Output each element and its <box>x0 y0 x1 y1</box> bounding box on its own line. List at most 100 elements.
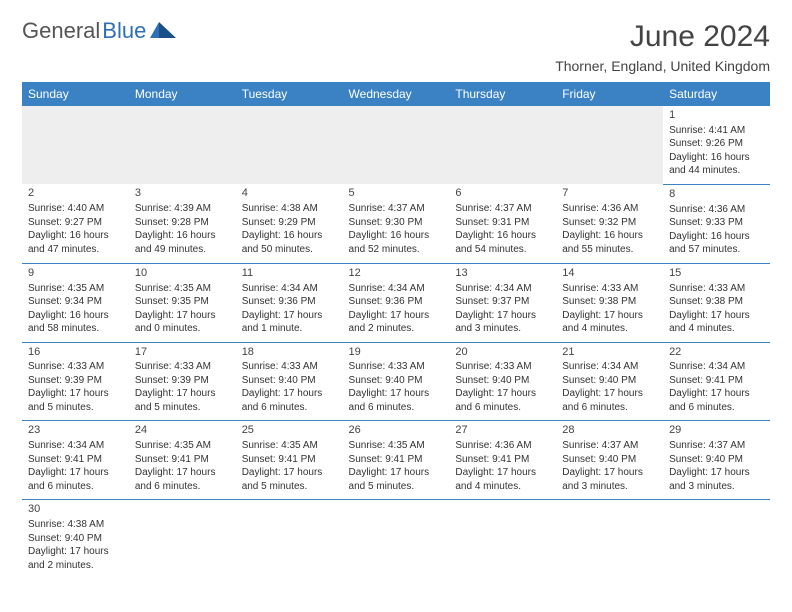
daylight-2: and 57 minutes. <box>669 244 740 255</box>
sunset: Sunset: 9:39 PM <box>28 375 102 386</box>
daylight-1: Daylight: 16 hours <box>28 230 109 241</box>
sunrise: Sunrise: 4:41 AM <box>669 125 745 136</box>
daylight-2: and 47 minutes. <box>28 244 99 255</box>
daylight-1: Daylight: 16 hours <box>562 230 643 241</box>
sunset: Sunset: 9:40 PM <box>242 375 316 386</box>
sunrise: Sunrise: 4:37 AM <box>455 203 531 214</box>
daylight-1: Daylight: 16 hours <box>242 230 323 241</box>
daylight-2: and 2 minutes. <box>349 323 415 334</box>
day-cell: 17Sunrise: 4:33 AMSunset: 9:39 PMDayligh… <box>129 342 236 421</box>
daylight-1: Daylight: 17 hours <box>135 467 216 478</box>
day-number: 1 <box>669 108 764 123</box>
day-cell: 19Sunrise: 4:33 AMSunset: 9:40 PMDayligh… <box>343 342 450 421</box>
daylight-1: Daylight: 17 hours <box>349 388 430 399</box>
sunset: Sunset: 9:40 PM <box>28 533 102 544</box>
day-cell: 22Sunrise: 4:34 AMSunset: 9:41 PMDayligh… <box>663 342 770 421</box>
daylight-1: Daylight: 17 hours <box>28 467 109 478</box>
sunrise: Sunrise: 4:33 AM <box>28 361 104 372</box>
sunset: Sunset: 9:28 PM <box>135 217 209 228</box>
day-number: 28 <box>562 423 657 438</box>
blank-cell <box>129 106 236 184</box>
daylight-2: and 52 minutes. <box>349 244 420 255</box>
day-cell: 1 Sunrise: 4:41 AM Sunset: 9:26 PM Dayli… <box>663 106 770 184</box>
daylight-2: and 6 minutes. <box>349 402 415 413</box>
sunrise: Sunrise: 4:40 AM <box>28 203 104 214</box>
weekday-saturday: Saturday <box>663 82 770 106</box>
blank-cell <box>449 500 556 578</box>
daylight-1: Daylight: 17 hours <box>28 388 109 399</box>
sunset: Sunset: 9:40 PM <box>562 454 636 465</box>
weekday-thursday: Thursday <box>449 82 556 106</box>
weekday-header-row: Sunday Monday Tuesday Wednesday Thursday… <box>22 82 770 106</box>
daylight-2: and 5 minutes. <box>349 481 415 492</box>
day-cell: 29Sunrise: 4:37 AMSunset: 9:40 PMDayligh… <box>663 421 770 500</box>
sunset: Sunset: 9:40 PM <box>455 375 529 386</box>
daylight-2: and 4 minutes. <box>562 323 628 334</box>
daylight-2: and 55 minutes. <box>562 244 633 255</box>
calendar-row: 30Sunrise: 4:38 AMSunset: 9:40 PMDayligh… <box>22 500 770 578</box>
calendar-row: 23 Sunrise: 4:34 AM Sunset: 9:41 PM Dayligh… <box>22 421 770 500</box>
sunrise: Sunrise: 4:34 AM <box>242 283 318 294</box>
day-cell: 28Sunrise: 4:37 AMSunset: 9:40 PMDayligh… <box>556 421 663 500</box>
day-cell: 7Sunrise: 4:36 AMSunset: 9:32 PMDaylight… <box>556 184 663 263</box>
daylight-2: and 54 minutes. <box>455 244 526 255</box>
day-cell: 18Sunrise: 4:33 AMSunset: 9:40 PMDayligh… <box>236 342 343 421</box>
blank-cell <box>556 500 663 578</box>
day-cell: 10Sunrise: 4:35 AMSunset: 9:35 PMDayligh… <box>129 263 236 342</box>
day-number: 29 <box>669 423 764 438</box>
day-cell: 15Sunrise: 4:33 AMSunset: 9:38 PMDayligh… <box>663 263 770 342</box>
sunset: Sunset: 9:41 PM <box>455 454 529 465</box>
daylight-2: and 1 minute. <box>242 323 303 334</box>
sunset: Sunset: 9:36 PM <box>349 296 423 307</box>
sunrise: Sunrise: 4:34 AM <box>669 361 745 372</box>
day-cell: 4Sunrise: 4:38 AMSunset: 9:29 PMDaylight… <box>236 184 343 263</box>
daylight-1: Daylight: 17 hours <box>242 388 323 399</box>
daylight-2: and 5 minutes. <box>28 402 94 413</box>
daylight-1: Daylight: 16 hours <box>455 230 536 241</box>
sunrise: Sunrise: 4:36 AM <box>562 203 638 214</box>
day-cell: 12Sunrise: 4:34 AMSunset: 9:36 PMDayligh… <box>343 263 450 342</box>
header: GeneralBlue June 2024 Thorner, England, … <box>22 20 770 74</box>
day-cell: 9Sunrise: 4:35 AMSunset: 9:34 PMDaylight… <box>22 263 129 342</box>
day-number: 22 <box>669 345 764 360</box>
weekday-tuesday: Tuesday <box>236 82 343 106</box>
daylight-1: Daylight: 17 hours <box>455 467 536 478</box>
daylight-1: Daylight: 17 hours <box>562 388 643 399</box>
day-number: 8 <box>669 187 764 202</box>
weekday-wednesday: Wednesday <box>343 82 450 106</box>
day-number: 23 <box>28 423 123 438</box>
day-cell: 26Sunrise: 4:35 AMSunset: 9:41 PMDayligh… <box>343 421 450 500</box>
day-cell: 24Sunrise: 4:35 AMSunset: 9:41 PMDayligh… <box>129 421 236 500</box>
sunset: Sunset: 9:34 PM <box>28 296 102 307</box>
daylight-1: Daylight: 17 hours <box>669 467 750 478</box>
sunset: Sunset: 9:31 PM <box>455 217 529 228</box>
day-number: 30 <box>28 502 123 517</box>
daylight-1: Daylight: 17 hours <box>455 310 536 321</box>
blank-cell <box>556 106 663 184</box>
sunset: Sunset: 9:41 PM <box>242 454 316 465</box>
daylight-1: Daylight: 17 hours <box>349 467 430 478</box>
day-cell: 8Sunrise: 4:36 AMSunset: 9:33 PMDaylight… <box>663 184 770 263</box>
daylight-2: and 6 minutes. <box>135 481 201 492</box>
day-number: 4 <box>242 186 337 201</box>
day-cell: 2Sunrise: 4:40 AMSunset: 9:27 PMDaylight… <box>22 184 129 263</box>
day-number: 20 <box>455 345 550 360</box>
daylight-1: Daylight: 17 hours <box>135 310 216 321</box>
daylight-1: Daylight: 17 hours <box>562 310 643 321</box>
month-title: June 2024 <box>555 20 770 54</box>
daylight-1: Daylight: 17 hours <box>669 310 750 321</box>
sunrise: Sunrise: 4:33 AM <box>455 361 531 372</box>
sunset: Sunset: 9:37 PM <box>455 296 529 307</box>
daylight-2: and 3 minutes. <box>562 481 628 492</box>
sunrise: Sunrise: 4:35 AM <box>242 440 318 451</box>
day-number: 25 <box>242 423 337 438</box>
sunrise: Sunrise: 4:35 AM <box>135 283 211 294</box>
location: Thorner, England, United Kingdom <box>555 58 770 74</box>
day-cell: 27Sunrise: 4:36 AMSunset: 9:41 PMDayligh… <box>449 421 556 500</box>
sunrise: Sunrise: 4:34 AM <box>562 361 638 372</box>
sunrise: Sunrise: 4:34 AM <box>349 283 425 294</box>
sunset: Sunset: 9:41 PM <box>669 375 743 386</box>
day-cell: 21Sunrise: 4:34 AMSunset: 9:40 PMDayligh… <box>556 342 663 421</box>
sunrise: Sunrise: 4:34 AM <box>28 440 104 451</box>
calendar-table: Sunday Monday Tuesday Wednesday Thursday… <box>22 82 770 578</box>
